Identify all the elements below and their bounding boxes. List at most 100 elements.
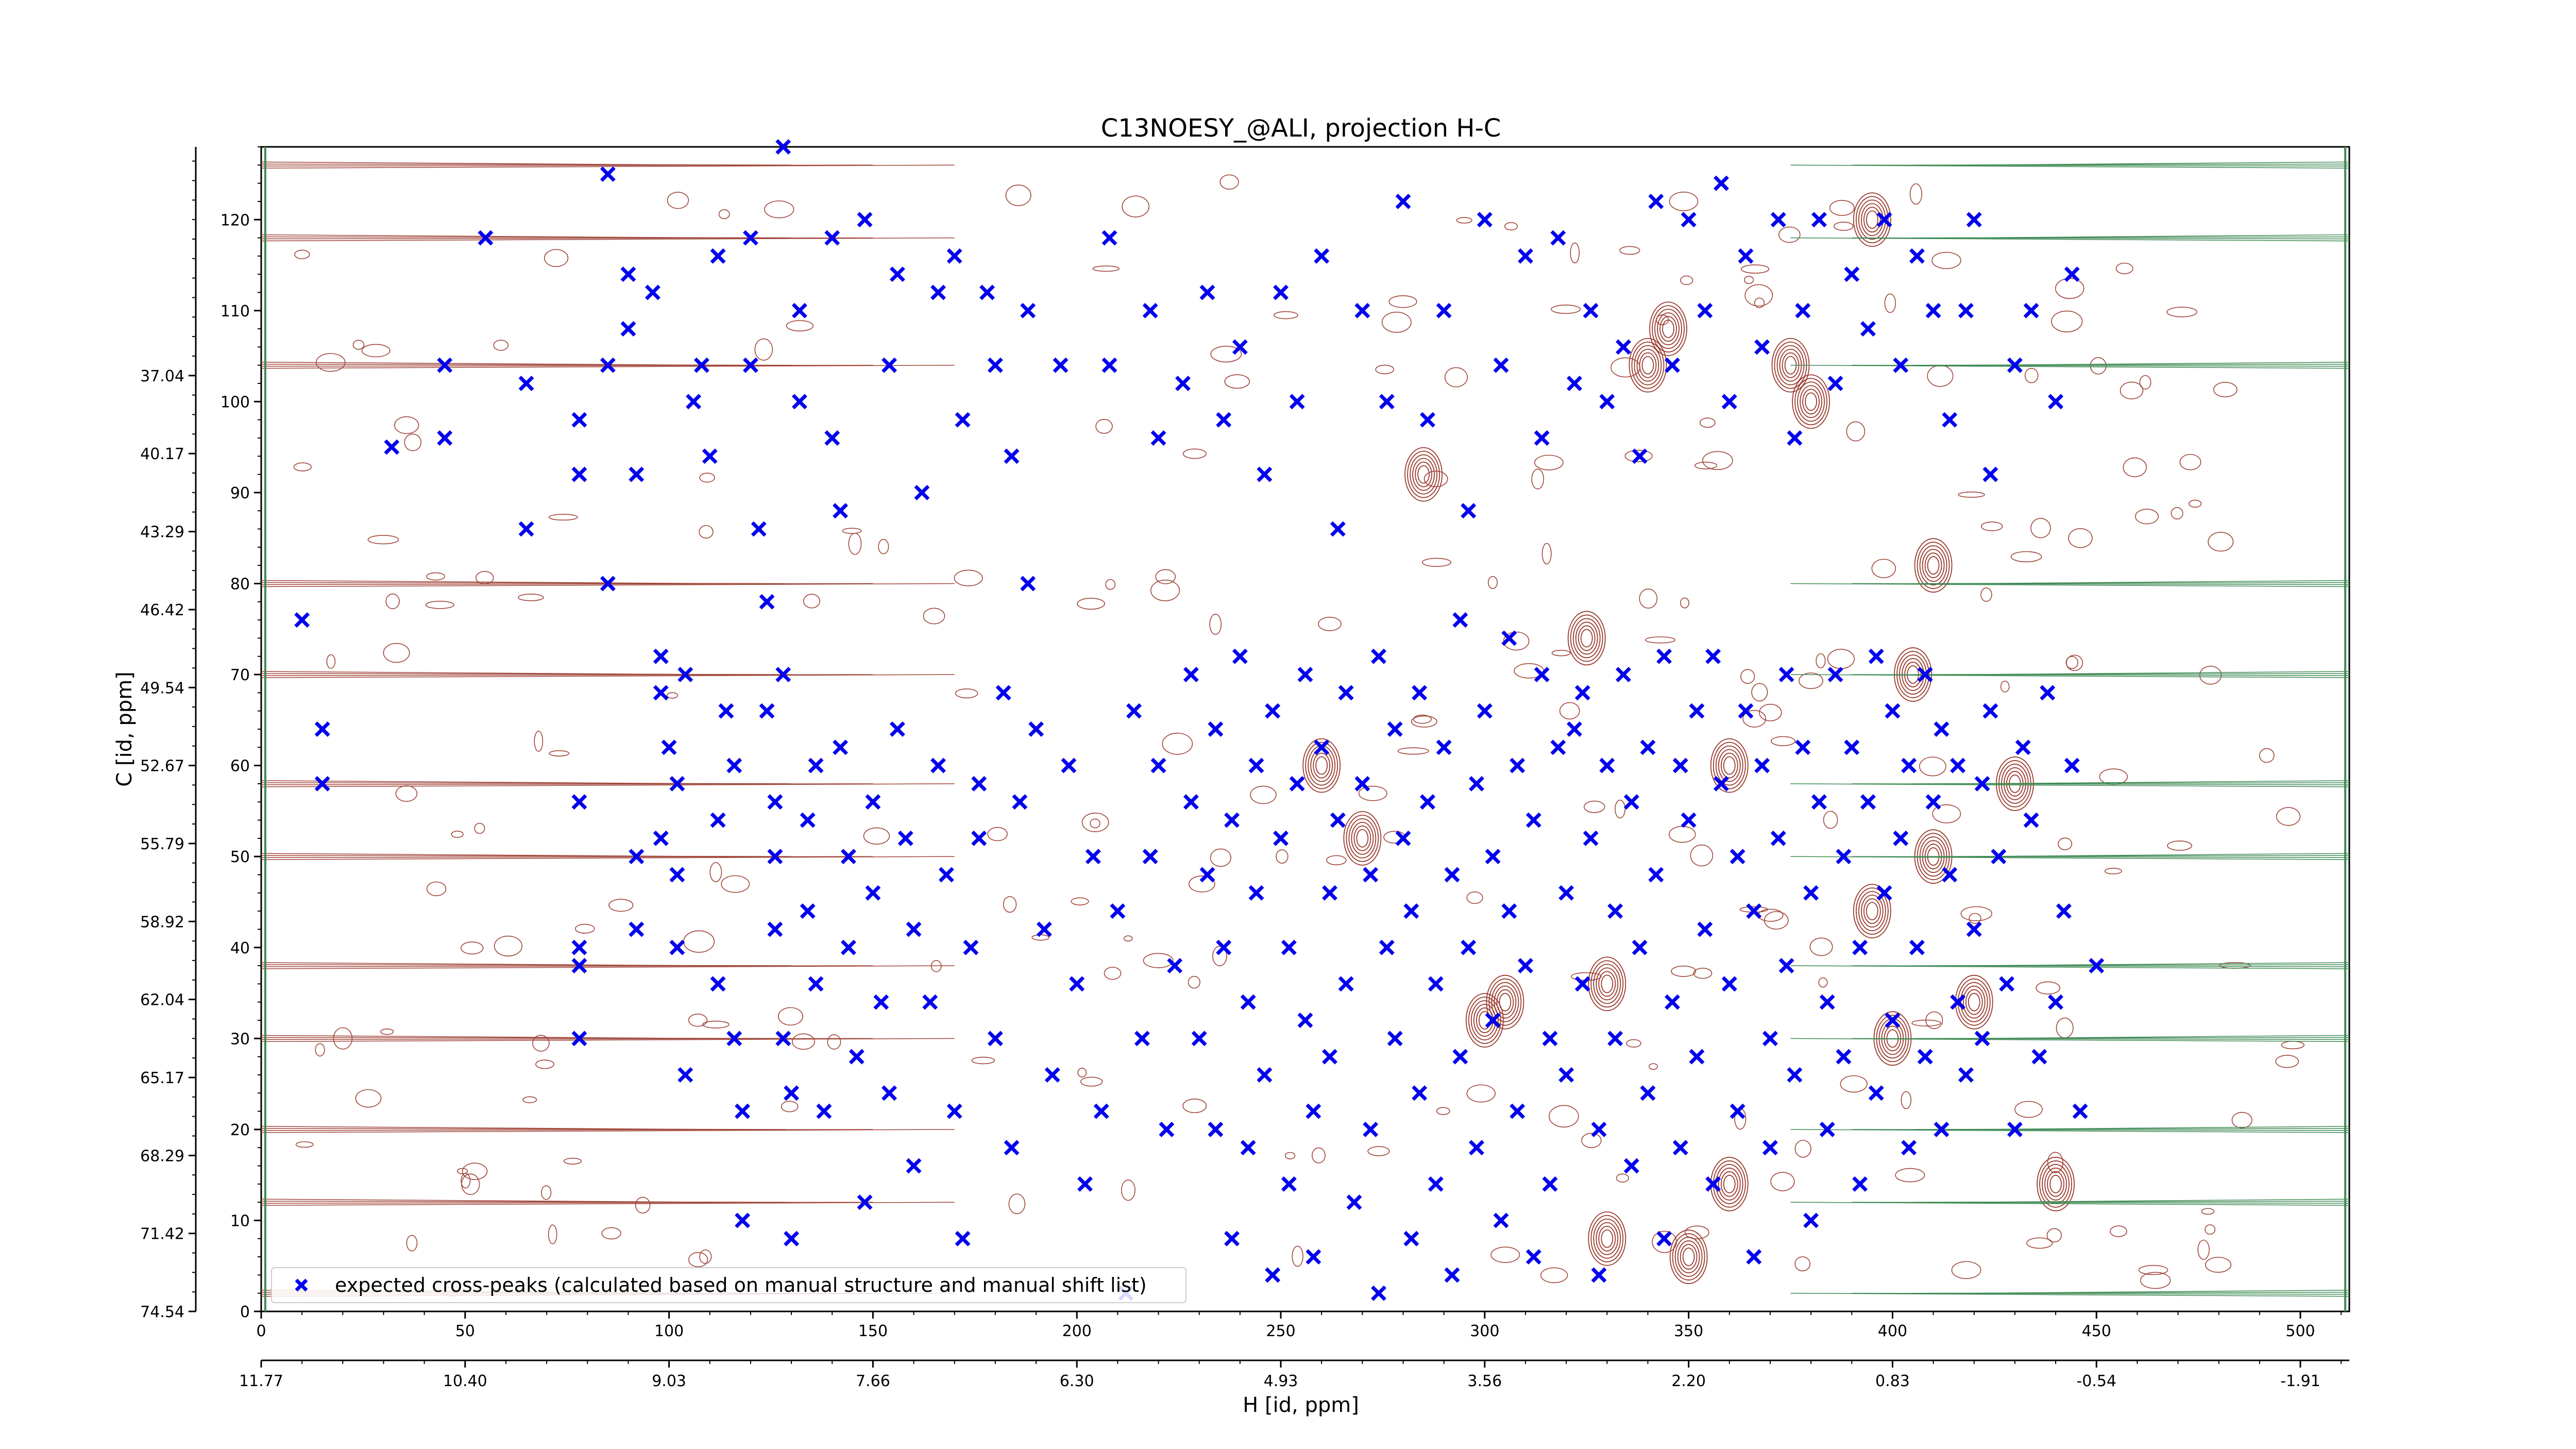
contour — [702, 1020, 730, 1029]
cross-peak-marker — [1901, 757, 1917, 773]
contour — [2205, 1224, 2216, 1235]
ridge-left — [261, 1129, 873, 1131]
cross-peak-marker — [1836, 849, 1852, 865]
y-index-tick-label: 90 — [230, 484, 250, 502]
contour — [406, 1235, 418, 1252]
contour — [1846, 421, 1866, 442]
cross-peak-marker — [1803, 1212, 1819, 1228]
peak-contour — [1407, 450, 1440, 498]
cross-peak-marker — [1844, 266, 1860, 282]
contour — [426, 572, 445, 581]
contour — [1740, 669, 1755, 684]
cross-peak-marker — [1028, 721, 1044, 737]
cross-peak-marker — [1795, 739, 1811, 755]
cross-peak-marker — [600, 357, 616, 373]
cross-peak-marker — [1510, 1103, 1526, 1119]
cross-peak-marker — [1363, 1121, 1379, 1137]
ridge-right — [1852, 1038, 2350, 1040]
cross-peak-marker — [742, 357, 758, 373]
cross-peak-marker — [1338, 685, 1354, 701]
ridge-right — [1790, 1202, 2350, 1206]
cross-peak-marker — [1485, 1013, 1501, 1028]
cross-peak-marker — [1534, 430, 1550, 446]
cross-peak-marker — [1297, 667, 1313, 683]
contour — [1090, 818, 1100, 829]
contour — [2068, 528, 2093, 548]
contour — [2166, 307, 2197, 317]
cross-peak-marker — [1574, 685, 1590, 701]
cross-peak-marker — [1004, 448, 1020, 464]
contour — [1969, 913, 1981, 924]
contour — [2104, 868, 2122, 874]
cross-peak-marker — [1950, 994, 1966, 1010]
cross-peak-marker — [2048, 994, 2063, 1010]
contour — [1771, 736, 1795, 746]
cross-peak-marker — [1558, 1067, 1574, 1083]
peak-contour — [1710, 738, 1749, 793]
cross-peak-marker — [1770, 212, 1786, 228]
peak-contour — [2049, 1174, 2062, 1193]
contour — [987, 827, 1008, 841]
plot-frame — [260, 146, 2350, 1312]
cross-peak-marker — [718, 703, 734, 719]
peak-contour — [1641, 356, 1654, 375]
contour — [326, 654, 336, 669]
cross-peak-marker — [889, 266, 905, 282]
cross-peak-marker — [1101, 230, 1117, 246]
contour — [1911, 1019, 1941, 1027]
cross-peak-marker — [1974, 776, 1990, 791]
contour — [803, 594, 820, 609]
cross-peak-marker — [800, 903, 816, 919]
cross-peak-marker — [1036, 921, 1052, 937]
ridge-left — [261, 1202, 955, 1206]
contour — [1639, 588, 1658, 609]
cross-peak-marker — [1672, 1140, 1688, 1156]
contour — [293, 462, 312, 471]
x-axis-label: H [id, ppm] — [1243, 1393, 1359, 1417]
cross-peak-marker — [1216, 939, 1232, 955]
cross-peak-marker — [849, 1049, 865, 1065]
cross-peak-marker — [1199, 867, 1215, 883]
peak-contour — [1313, 752, 1331, 779]
peak-contour — [1649, 301, 1687, 357]
contour — [709, 862, 722, 882]
cross-peak-marker — [2089, 958, 2105, 974]
contour — [563, 1157, 582, 1165]
cross-peak-marker — [1982, 466, 1998, 482]
cross-peak-marker — [1958, 1067, 1974, 1083]
peak-contour — [1805, 392, 1817, 411]
cross-peak-marker — [1526, 812, 1541, 828]
cross-peak-marker — [784, 1085, 800, 1101]
ridge-right — [1790, 1292, 2350, 1297]
cross-peak-marker — [824, 430, 840, 446]
x-ppm-tick-label: -1.91 — [2280, 1372, 2320, 1390]
contour — [1540, 1267, 1568, 1284]
cross-peak-marker — [1412, 1085, 1428, 1101]
peak-contour — [1794, 378, 1827, 426]
y-ppm-tick-label: 68.29 — [140, 1147, 184, 1165]
ridge-right — [1852, 365, 2350, 367]
contour — [1150, 579, 1180, 601]
cross-peak-marker — [1142, 302, 1158, 318]
cross-peak-marker — [1110, 903, 1126, 919]
cross-peak-marker — [1648, 193, 1664, 209]
cross-peak-marker — [1550, 230, 1566, 246]
cross-peak-marker — [1257, 466, 1273, 482]
contour — [460, 941, 484, 955]
peak-contour — [1598, 1225, 1616, 1252]
contour — [635, 1197, 651, 1214]
ridge-left — [261, 674, 873, 676]
contour — [385, 593, 400, 610]
cross-peak-marker — [1534, 667, 1550, 683]
contour — [1871, 559, 1896, 579]
y-axis-label: C [id, ppm] — [113, 671, 137, 787]
contour — [1694, 462, 1717, 469]
contour — [777, 1007, 804, 1026]
cross-peak-marker — [1705, 648, 1721, 664]
contour — [2047, 1152, 2063, 1173]
cross-peak-marker — [1689, 1049, 1705, 1065]
cross-peak-marker — [1387, 721, 1403, 737]
cross-peak-marker — [437, 430, 453, 446]
cross-peak-marker — [1542, 1031, 1558, 1047]
cross-peak-marker — [1167, 958, 1183, 974]
